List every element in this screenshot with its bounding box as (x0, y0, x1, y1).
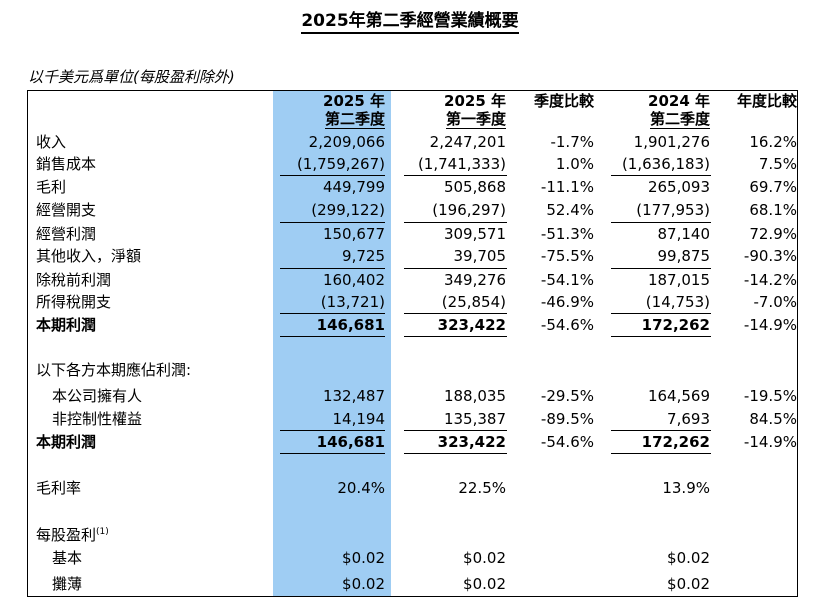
subtotal-line (611, 175, 711, 176)
total-line (404, 336, 507, 337)
subtotal-line (611, 313, 711, 314)
table-row: 本公司擁有人 132,487 188,035 -29.5% 164,569 -1… (52, 387, 797, 405)
total-line (611, 453, 711, 454)
subtotal-line (280, 430, 385, 431)
subtotal-line (404, 268, 507, 269)
subtotal-line (280, 313, 385, 314)
subtotal-line (404, 313, 507, 314)
subtotal-line (404, 430, 507, 431)
unit-note: 以千美元爲單位(每股盈利除外) (28, 68, 235, 86)
table-row: 除稅前利潤 160,402 349,276 -54.1% 187,015 -14… (36, 271, 797, 289)
total-line (404, 453, 507, 454)
table-row: 所得稅開支 (13,721) (25,854) -46.9% (14,753) … (36, 293, 797, 311)
table-row: 經營開支 (299,122) (196,297) 52.4% (177,953)… (36, 201, 797, 219)
table-row: 收入 2,209,066 2,247,201 -1.7% 1,901,276 1… (36, 133, 797, 151)
header-2025-q1: 2025 年 第一季度 (444, 92, 506, 129)
table-row: 經營利潤 150,677 309,571 -51.3% 87,140 72.9% (36, 225, 797, 243)
header-2025-q2: 2025 年 第二季度 (323, 92, 385, 129)
table-row-total: 本期利潤 146,681 323,422 -54.6% 172,262 -14.… (36, 433, 797, 451)
table-row: 其他收入，淨額 9,725 39,705 -75.5% 99,875 -90.3… (36, 247, 797, 265)
section-heading: 每股盈利(1) (36, 526, 109, 544)
table-row: 基本 $0.02 $0.02 $0.02 (52, 549, 710, 567)
subtotal-line (280, 175, 385, 176)
page-title: 2025年第二季經營業績概要 (0, 6, 820, 34)
table-row: 非控制性權益 14,194 135,387 -89.5% 7,693 84.5% (52, 410, 797, 428)
subtotal-line (611, 222, 711, 223)
header-2024-q2: 2024 年 第二季度 (648, 92, 710, 129)
subtotal-line (404, 222, 507, 223)
table-row: 毛利 449,799 505,868 -11.1% 265,093 69.7% (36, 178, 797, 196)
total-line (280, 453, 385, 454)
table-row-total: 本期利潤 146,681 323,422 -54.6% 172,262 -14.… (36, 316, 797, 334)
table-row: 毛利率 20.4% 22.5% 13.9% (36, 479, 710, 497)
subtotal-line (611, 430, 711, 431)
table-row: 攤薄 $0.02 $0.02 $0.02 (52, 575, 710, 593)
total-line (611, 336, 711, 337)
subtotal-line (404, 175, 507, 176)
header-yoy: 年度比較 (736, 92, 797, 110)
footnote-marker: (1) (96, 527, 109, 537)
results-table: 2025 年 第二季度 2025 年 第一季度 季度比較 2024 年 第二季度… (27, 90, 798, 597)
total-line (280, 336, 385, 337)
section-heading: 以下各方本期應佔利潤: (36, 361, 192, 379)
subtotal-line (280, 268, 385, 269)
table-row: 銷售成本 (1,759,267) (1,741,333) 1.0% (1,636… (36, 155, 797, 173)
subtotal-line (611, 268, 711, 269)
header-qoq: 季度比較 (533, 92, 594, 110)
subtotal-line (280, 222, 385, 223)
